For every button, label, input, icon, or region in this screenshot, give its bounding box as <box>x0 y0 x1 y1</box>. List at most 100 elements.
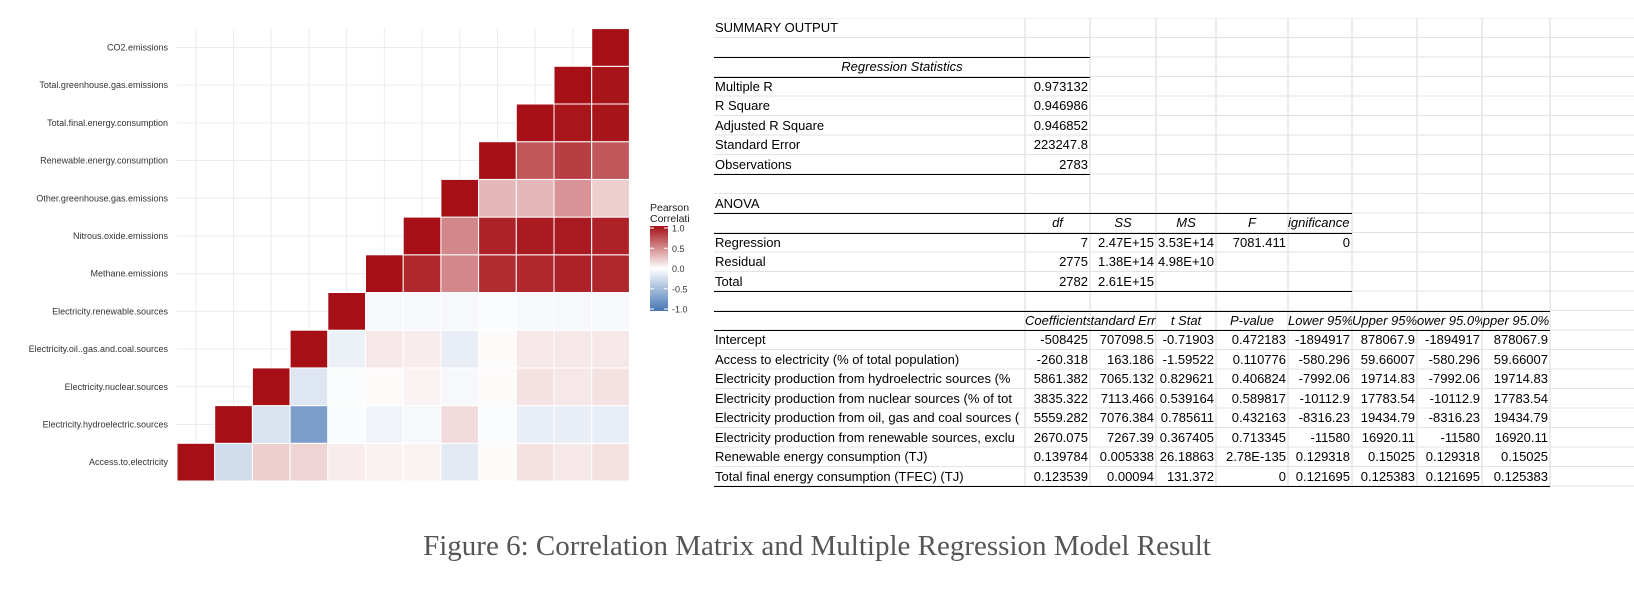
sheet-cell: 2783 <box>1059 156 1088 172</box>
sheet-rule <box>714 57 1090 58</box>
sheet-cell: Multiple R <box>715 78 773 94</box>
sheet-cell: 19714.83 <box>1493 371 1548 386</box>
heatmap-y-label: Electricity.oil..gas.and.coal.sources <box>29 344 169 354</box>
sheet-cell: 2.61E+15 <box>1097 273 1154 289</box>
sheet-cell: 2.78E-135 <box>1226 449 1286 464</box>
sheet-title: SUMMARY OUTPUT <box>715 20 839 35</box>
coef-header: Upper 95% <box>1352 312 1417 328</box>
sheet-rule <box>714 213 1352 214</box>
heatmap-cells <box>176 28 630 482</box>
sheet-rule <box>714 330 1550 331</box>
heatmap-cell <box>402 216 442 256</box>
heatmap-y-label: Nitrous.oxide.emissions <box>73 231 169 241</box>
heatmap-y-label: CO2.emissions <box>107 42 169 52</box>
heatmap-cell <box>402 442 442 482</box>
sheet-cell: 7076.384 <box>1099 410 1154 425</box>
heatmap-cell <box>553 216 593 256</box>
sheet-cell: 0.432163 <box>1231 410 1286 425</box>
sheet-cell: F <box>1248 215 1256 230</box>
sheet-cell: 7113.466 <box>1100 390 1154 406</box>
heatmap-cell <box>365 442 404 482</box>
heatmap-cell <box>440 216 480 256</box>
sheet-cell: 26.18863 <box>1159 449 1214 464</box>
sheet-cell: 163.186 <box>1107 351 1154 367</box>
heatmap-cell <box>402 254 442 294</box>
figure-caption: Figure 6: Correlation Matrix and Multipl… <box>423 530 1211 562</box>
heatmap-cell <box>591 442 630 482</box>
sheet-cell: ignificance F <box>1288 215 1352 230</box>
heatmap-cell <box>591 292 630 331</box>
correlation-heatmap: Access.to.electricity Electricity.hydroel… <box>29 28 690 482</box>
heatmap-cell <box>365 367 404 407</box>
sheet-cell: -10112.9 <box>1299 390 1350 406</box>
heatmap-cell <box>553 405 593 444</box>
sheet-cell: 2670.075 <box>1033 429 1088 445</box>
sheet-cell: 59.66007 <box>1360 351 1415 367</box>
heatmap-y-label: Total.final.energy.consumption <box>47 118 168 128</box>
sheet-cell: Adjusted R Square <box>715 117 825 133</box>
heatmap-cell <box>591 216 630 256</box>
heatmap-cell <box>440 254 480 294</box>
heatmap-cell <box>251 442 291 482</box>
heatmap-cell <box>591 28 630 67</box>
heatmap-cell <box>553 292 593 331</box>
heatmap-cell <box>214 405 253 444</box>
coef-header: t Stat <box>1170 312 1202 328</box>
heatmap-cell <box>553 367 593 407</box>
heatmap-cell <box>478 442 517 482</box>
sheet-cell: 19714.83 <box>1360 371 1415 386</box>
sheet-cell: -1894917 <box>1425 332 1480 347</box>
heatmap-y-label: Renewable.energy.consumption <box>40 156 168 166</box>
heatmap-cell <box>515 367 555 407</box>
sheet-cell: -508425 <box>1040 332 1088 347</box>
heatmap-cell <box>365 292 404 331</box>
heatmap-cell <box>515 254 555 294</box>
sheet-cell: df <box>1052 215 1063 230</box>
heatmap-y-label: Electricity.nuclear.sources <box>65 382 169 392</box>
sheet-cell: 0.121695 <box>1425 468 1480 484</box>
regression-summary-sheet: SUMMARY OUTPUT Regression Statistics Multi… <box>714 18 1634 498</box>
legend-tick-label: -0.5 <box>672 284 688 294</box>
heatmap-cell <box>327 329 366 369</box>
legend-tick-label: 0.0 <box>672 264 685 274</box>
sheet-cell: Electricity production from hydroelectri… <box>715 371 1011 386</box>
coef-header: pper 95.0% <box>1482 312 1550 328</box>
sheet-cell: 878067.9 <box>1493 332 1548 347</box>
heatmap-cell <box>440 292 480 331</box>
sheet-cell: 0 <box>1278 468 1286 484</box>
heatmap-cell <box>515 216 555 256</box>
sheet-cell: 7065.132 <box>1099 371 1154 386</box>
sheet-cell: Renewable energy consumption (TJ) <box>715 449 928 464</box>
heatmap-cell <box>515 141 555 180</box>
heatmap-cell <box>478 178 517 218</box>
sheet-cell: MS <box>1176 215 1196 230</box>
heatmap-cell <box>515 103 555 143</box>
heatmap-cell <box>402 367 442 407</box>
sheet-cell: -1.59522 <box>1162 351 1214 367</box>
heatmap-cell <box>478 254 517 294</box>
sheet-cell: 2.47E+15 <box>1097 234 1154 250</box>
sheet-rule <box>714 232 1352 234</box>
sheet-cell: 0.139784 <box>1033 449 1088 464</box>
sheet-cell: -11580 <box>1440 429 1480 445</box>
heatmap-cell <box>515 442 555 482</box>
sheet-cell: 17783.54 <box>1360 390 1415 406</box>
sheet-cell: -260.318 <box>1036 351 1088 367</box>
sheet-cell: Total <box>715 273 743 289</box>
heatmap-cell <box>440 367 480 407</box>
heatmap-cell <box>440 178 480 218</box>
sheet-cell: Electricity production from nuclear sour… <box>715 390 1012 406</box>
sheet-cell: 2775 <box>1059 254 1088 269</box>
heatmap-cell <box>289 367 329 407</box>
heatmap-cell <box>327 292 366 331</box>
sheet-cell: -8316.23 <box>1298 410 1350 425</box>
sheet-cell: 0.005338 <box>1099 449 1154 464</box>
sheet-cell: -1894917 <box>1295 332 1350 347</box>
sheet-cell: 5559.282 <box>1033 410 1088 425</box>
heatmap-y-label: Methane.emissions <box>90 269 168 279</box>
coef-header: P-value <box>1229 312 1275 328</box>
sheet-cell: 0.973132 <box>1033 78 1088 94</box>
heatmap-cell <box>553 103 593 143</box>
legend-colorbar <box>650 226 668 311</box>
sheet-cell: 3835.322 <box>1033 390 1088 406</box>
